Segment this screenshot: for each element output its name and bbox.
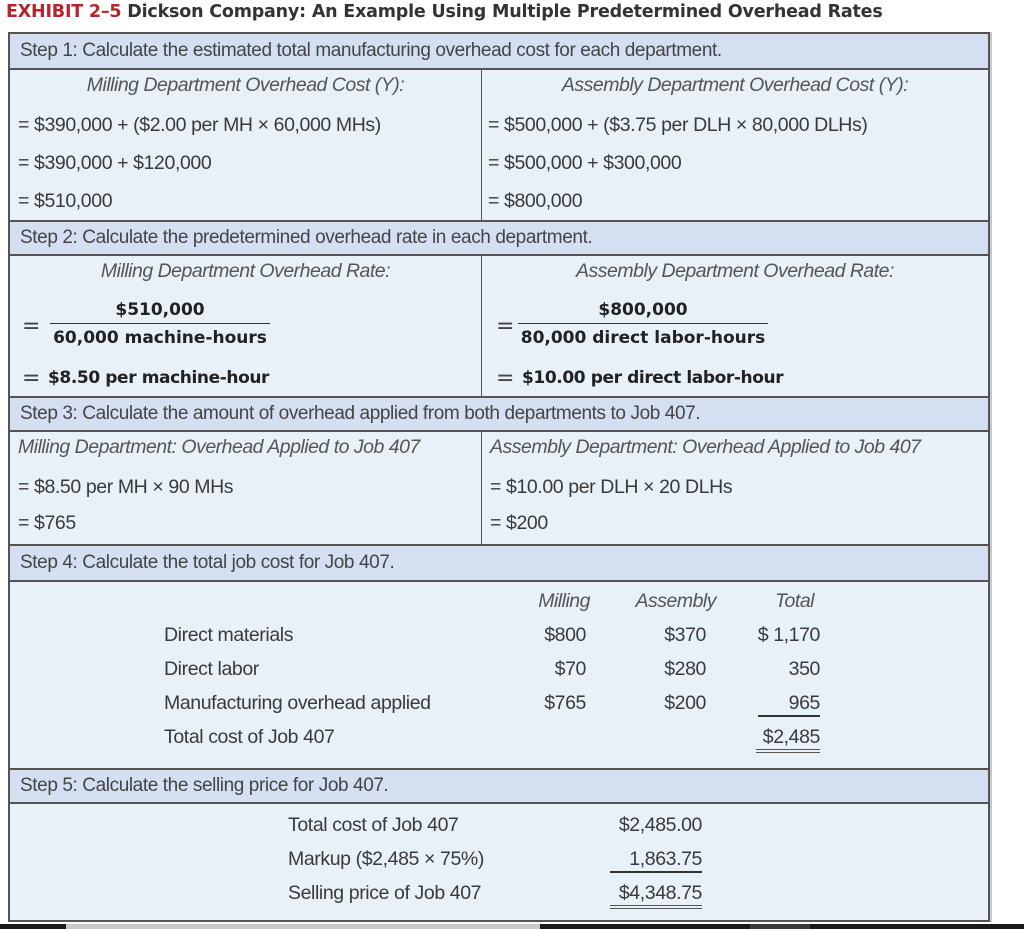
- step3-assembly-line: = $200: [490, 512, 548, 534]
- step4-column-total: Total: [774, 590, 815, 612]
- step1-assembly-line: = $500,000 + ($3.75 per DLH × 80,000 DLH…: [488, 114, 868, 136]
- strip-segment: [0, 924, 66, 929]
- exhibit-number: EXHIBIT 2–5: [6, 2, 122, 22]
- step5-header: Step 5: Calculate the selling price for …: [10, 768, 988, 804]
- row-value: $2,485.00: [618, 814, 703, 836]
- step3-header: Step 3: Calculate the amount of overhead…: [10, 396, 988, 432]
- total-value: 965: [758, 692, 820, 717]
- strip-segment: [66, 924, 540, 929]
- row-label: Total cost of Job 407: [288, 814, 459, 836]
- equals-sign: =: [496, 366, 515, 391]
- step2-milling-result: $8.50 per machine-hour: [48, 368, 270, 388]
- column-divider: [481, 256, 482, 396]
- step2-header: Step 2: Calculate the predetermined over…: [10, 220, 988, 256]
- step1-milling-line: = $510,000: [18, 190, 113, 212]
- assembly-value: $200: [664, 692, 706, 714]
- row-label: Total cost of Job 407: [164, 726, 335, 748]
- step2-assembly-heading: Assembly Department Overhead Rate:: [576, 260, 894, 282]
- column-divider: [481, 432, 482, 544]
- assembly-value: $370: [664, 624, 706, 646]
- step2-assembly-denominator: 80,000 direct labor-hours: [520, 328, 766, 348]
- equals-sign: =: [22, 314, 41, 339]
- milling-value: $800: [544, 624, 586, 646]
- step1-assembly-line: = $500,000 + $300,000: [488, 152, 682, 174]
- strip-segment: [810, 924, 1024, 929]
- total-value: $2,485: [756, 726, 820, 753]
- milling-value: $70: [554, 658, 587, 680]
- row-label: Manufacturing overhead applied: [164, 692, 431, 714]
- row-label: Selling price of Job 407: [288, 882, 482, 904]
- step3-milling-line: = $765: [18, 512, 76, 534]
- strip-segment: [540, 924, 750, 929]
- step1-assembly-line: = $800,000: [488, 190, 583, 212]
- milling-value: $765: [544, 692, 586, 714]
- column-divider: [481, 70, 482, 220]
- row-label: Markup ($2,485 × 75%): [288, 848, 484, 870]
- step2-milling-numerator: $510,000: [50, 300, 270, 324]
- total-value: $ 1,170: [757, 624, 821, 646]
- step2-assembly-numerator: $800,000: [518, 300, 768, 324]
- equals-sign: =: [496, 314, 515, 339]
- exhibit-title: EXHIBIT 2–5 Dickson Company: An Example …: [6, 2, 883, 22]
- step1-milling-heading: Milling Department Overhead Cost (Y):: [86, 74, 405, 96]
- total-value: 350: [788, 658, 821, 680]
- strip-segment: [750, 924, 810, 929]
- step2-assembly-fraction: $800,000 80,000 direct labor-hours: [518, 300, 768, 348]
- step2-milling-fraction: $510,000 60,000 machine-hours: [50, 300, 270, 348]
- step2-assembly-result: $10.00 per direct labor-hour: [522, 368, 784, 388]
- step1-assembly-heading: Assembly Department Overhead Cost (Y):: [561, 74, 909, 96]
- step3-milling-line: = $8.50 per MH × 90 MHs: [18, 476, 234, 498]
- step3-assembly-heading: Assembly Department: Overhead Applied to…: [490, 436, 921, 458]
- step4-column-assembly: Assembly: [635, 590, 716, 612]
- assembly-value: $280: [664, 658, 706, 680]
- step1-header: Step 1: Calculate the estimated total ma…: [10, 34, 988, 70]
- row-label: Direct labor: [164, 658, 259, 680]
- equals-sign: =: [22, 366, 41, 391]
- step2-milling-denominator: 60,000 machine-hours: [53, 328, 267, 348]
- bottom-scroll-strip: [0, 924, 1024, 929]
- exhibit-title-text: Dickson Company: An Example Using Multip…: [127, 2, 883, 22]
- row-value: 1,863.75: [610, 848, 702, 873]
- row-value: $4,348.75: [610, 882, 702, 909]
- step3-milling-heading: Milling Department: Overhead Applied to …: [18, 436, 420, 458]
- step4-header: Step 4: Calculate the total job cost for…: [10, 544, 988, 582]
- step2-milling-heading: Milling Department Overhead Rate:: [100, 260, 391, 282]
- step3-assembly-line: = $10.00 per DLH × 20 DLHs: [490, 476, 733, 498]
- step1-milling-line: = $390,000 + $120,000: [18, 152, 212, 174]
- step4-column-milling: Milling: [538, 590, 590, 612]
- row-label: Direct materials: [164, 624, 294, 646]
- step1-milling-line: = $390,000 + ($2.00 per MH × 60,000 MHs): [18, 114, 381, 136]
- exhibit-table: Step 1: Calculate the estimated total ma…: [8, 32, 990, 922]
